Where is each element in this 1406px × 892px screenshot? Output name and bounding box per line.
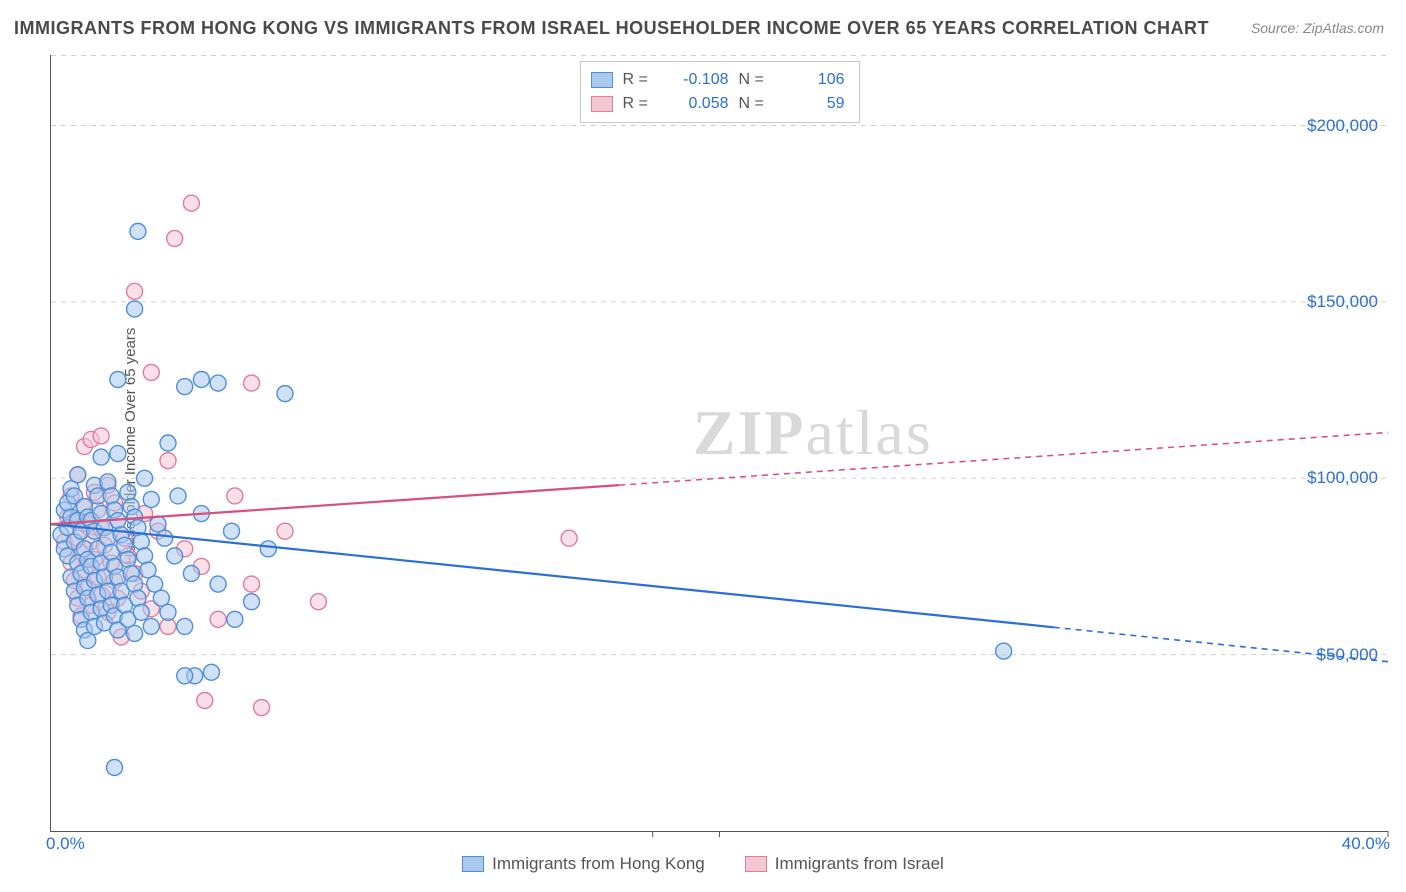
stat-n-hongkong: 106 <box>785 68 845 92</box>
legend-item-israel: Immigrants from Israel <box>745 854 944 874</box>
source-attribution: Source: ZipAtlas.com <box>1251 20 1384 36</box>
stat-r-hongkong: -0.108 <box>669 68 729 92</box>
swatch-israel <box>591 96 613 112</box>
legend-label-israel: Immigrants from Israel <box>775 854 944 874</box>
stat-n-label: N = <box>739 92 775 116</box>
y-tick-label: $150,000 <box>1307 292 1378 312</box>
legend-item-hongkong: Immigrants from Hong Kong <box>462 854 705 874</box>
x-tick-min: 0.0% <box>46 834 85 854</box>
source-value: ZipAtlas.com <box>1303 20 1384 36</box>
stats-row-hongkong: R = -0.108 N = 106 <box>591 68 845 92</box>
legend-swatch-hongkong <box>462 856 484 872</box>
source-label: Source: <box>1251 20 1299 36</box>
stats-row-israel: R = 0.058 N = 59 <box>591 92 845 116</box>
stats-legend-box: R = -0.108 N = 106 R = 0.058 N = 59 <box>580 61 860 123</box>
chart-svg <box>51 55 1388 831</box>
stat-r-label: R = <box>623 68 659 92</box>
bottom-legend: Immigrants from Hong Kong Immigrants fro… <box>0 854 1406 874</box>
stat-n-label: N = <box>739 68 775 92</box>
stat-n-israel: 59 <box>785 92 845 116</box>
y-tick-label: $100,000 <box>1307 468 1378 488</box>
stat-r-label: R = <box>623 92 659 116</box>
y-tick-label: $50,000 <box>1317 645 1378 665</box>
x-tick-max: 40.0% <box>1342 834 1390 854</box>
stat-r-israel: 0.058 <box>669 92 729 116</box>
swatch-hongkong <box>591 72 613 88</box>
legend-label-hongkong: Immigrants from Hong Kong <box>492 854 705 874</box>
plot-area: R = -0.108 N = 106 R = 0.058 N = 59 ZIPa… <box>50 55 1388 832</box>
chart-title: IMMIGRANTS FROM HONG KONG VS IMMIGRANTS … <box>14 18 1209 39</box>
legend-swatch-israel <box>745 856 767 872</box>
y-tick-label: $200,000 <box>1307 116 1378 136</box>
